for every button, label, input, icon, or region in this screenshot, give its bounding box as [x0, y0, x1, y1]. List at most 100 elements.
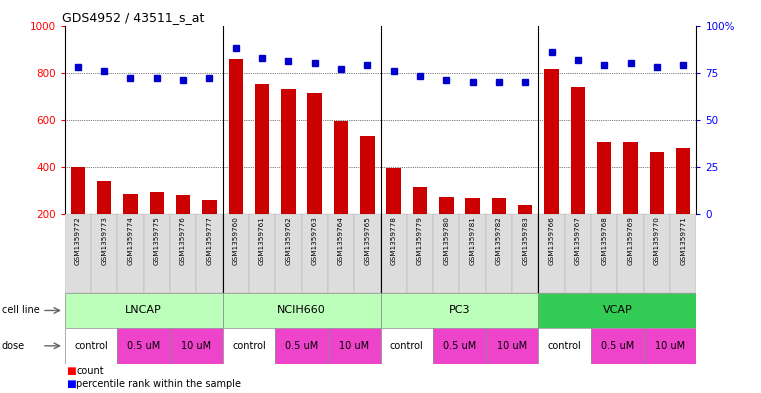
Bar: [512, 214, 539, 293]
Text: 0.5 uM: 0.5 uM: [127, 341, 161, 351]
Bar: [486, 328, 539, 364]
Bar: [354, 214, 380, 293]
Bar: [150, 192, 164, 214]
Bar: [223, 214, 249, 293]
Text: 0.5 uM: 0.5 uM: [443, 341, 476, 351]
Bar: [249, 214, 275, 293]
Text: count: count: [76, 366, 103, 376]
Text: 0.5 uM: 0.5 uM: [600, 341, 634, 351]
Text: GSM1359766: GSM1359766: [549, 217, 555, 265]
Bar: [597, 142, 611, 214]
Text: 10 uM: 10 uM: [339, 341, 369, 351]
Bar: [644, 328, 696, 364]
Bar: [433, 214, 460, 293]
Text: GSM1359764: GSM1359764: [338, 217, 344, 265]
Bar: [228, 59, 243, 214]
Bar: [539, 293, 696, 328]
Text: control: control: [548, 341, 581, 351]
Text: GSM1359780: GSM1359780: [444, 217, 449, 265]
Text: GSM1359775: GSM1359775: [154, 217, 160, 265]
Text: PC3: PC3: [449, 305, 470, 316]
Text: GSM1359769: GSM1359769: [628, 217, 633, 265]
Bar: [518, 205, 533, 214]
Bar: [91, 214, 117, 293]
Text: NCIH660: NCIH660: [277, 305, 326, 316]
Bar: [650, 152, 664, 214]
Text: GSM1359776: GSM1359776: [180, 217, 186, 265]
Text: GSM1359773: GSM1359773: [101, 217, 107, 265]
Bar: [460, 214, 486, 293]
Bar: [466, 198, 480, 214]
Text: 10 uM: 10 uM: [181, 341, 212, 351]
Text: control: control: [232, 341, 266, 351]
Bar: [380, 328, 433, 364]
Bar: [412, 187, 427, 214]
Text: GSM1359761: GSM1359761: [259, 217, 265, 265]
Bar: [492, 198, 506, 214]
Bar: [591, 328, 644, 364]
Bar: [202, 200, 217, 214]
Bar: [275, 328, 328, 364]
Text: GSM1359767: GSM1359767: [575, 217, 581, 265]
Text: GSM1359779: GSM1359779: [417, 217, 423, 265]
Bar: [123, 194, 138, 214]
Text: 10 uM: 10 uM: [497, 341, 527, 351]
Bar: [623, 142, 638, 214]
Bar: [281, 89, 295, 214]
Text: percentile rank within the sample: percentile rank within the sample: [76, 379, 241, 389]
Bar: [117, 214, 144, 293]
Text: GSM1359760: GSM1359760: [233, 217, 239, 265]
Text: dose: dose: [2, 341, 24, 351]
Text: cell line: cell line: [2, 305, 40, 316]
Text: GSM1359777: GSM1359777: [206, 217, 212, 265]
Bar: [539, 214, 565, 293]
Text: GSM1359772: GSM1359772: [75, 217, 81, 265]
Text: GSM1359781: GSM1359781: [470, 217, 476, 265]
Bar: [380, 214, 407, 293]
Bar: [539, 328, 591, 364]
Bar: [334, 121, 349, 214]
Text: control: control: [74, 341, 108, 351]
Bar: [544, 69, 559, 214]
Bar: [176, 195, 190, 214]
Bar: [65, 328, 117, 364]
Text: ■: ■: [66, 366, 76, 376]
Bar: [676, 148, 690, 214]
Bar: [65, 293, 223, 328]
Bar: [170, 328, 223, 364]
Bar: [117, 328, 170, 364]
Bar: [223, 293, 380, 328]
Text: control: control: [390, 341, 424, 351]
Bar: [170, 214, 196, 293]
Text: GSM1359762: GSM1359762: [285, 217, 291, 265]
Text: VCAP: VCAP: [603, 305, 632, 316]
Bar: [407, 214, 433, 293]
Text: ■: ■: [66, 379, 76, 389]
Bar: [196, 214, 222, 293]
Bar: [65, 214, 91, 293]
Text: GSM1359770: GSM1359770: [654, 217, 660, 265]
Bar: [380, 293, 539, 328]
Bar: [565, 214, 591, 293]
Text: GSM1359765: GSM1359765: [365, 217, 371, 265]
Text: 0.5 uM: 0.5 uM: [285, 341, 318, 351]
Bar: [255, 84, 269, 214]
Text: 10 uM: 10 uM: [655, 341, 685, 351]
Bar: [433, 328, 486, 364]
Text: GSM1359771: GSM1359771: [680, 217, 686, 265]
Text: GSM1359783: GSM1359783: [522, 217, 528, 265]
Text: GSM1359782: GSM1359782: [496, 217, 502, 265]
Text: GSM1359763: GSM1359763: [312, 217, 317, 265]
Bar: [486, 214, 512, 293]
Text: GSM1359774: GSM1359774: [128, 217, 133, 265]
Bar: [97, 181, 111, 214]
Bar: [387, 168, 401, 214]
Bar: [144, 214, 170, 293]
Bar: [617, 214, 644, 293]
Bar: [328, 214, 354, 293]
Bar: [301, 214, 328, 293]
Bar: [670, 214, 696, 293]
Text: LNCAP: LNCAP: [126, 305, 162, 316]
Bar: [591, 214, 617, 293]
Text: GDS4952 / 43511_s_at: GDS4952 / 43511_s_at: [62, 11, 204, 24]
